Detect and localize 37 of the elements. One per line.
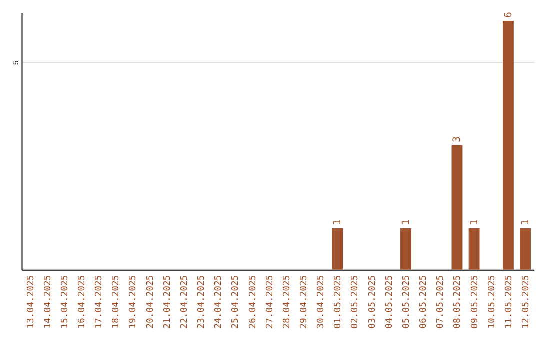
x-tick-label: 20.04.2025 [146, 275, 156, 329]
x-tick-label: 16.04.2025 [77, 275, 88, 329]
x-tick-label: 18.04.2025 [112, 275, 122, 329]
x-tick-label: 21.04.2025 [162, 275, 173, 329]
data-label: 1 [520, 219, 532, 226]
x-tick-label: 04.05.2025 [384, 275, 395, 329]
x-tick-label: 12.05.2025 [521, 275, 532, 329]
x-tick-label: 11.05.2025 [504, 275, 514, 329]
x-tick-label: 01.05.2025 [334, 275, 344, 329]
x-tick-label: 05.05.2025 [402, 275, 412, 329]
x-tick-label: 13.04.2025 [26, 275, 36, 329]
x-tick-label: 02.05.2025 [350, 275, 361, 329]
data-label: 1 [332, 219, 344, 226]
x-tick-label: 17.04.2025 [94, 275, 105, 329]
data-label: 1 [400, 219, 412, 226]
x-tick-label: 19.04.2025 [128, 275, 139, 329]
x-tick-label: 03.05.2025 [368, 275, 378, 329]
data-label: 6 [503, 12, 514, 18]
x-tick-label: 24.04.2025 [214, 275, 224, 329]
x-tick-label: 30.04.2025 [316, 275, 327, 329]
x-tick-label: 22.04.2025 [180, 275, 190, 329]
x-tick-label: 25.04.2025 [231, 275, 242, 329]
x-tick-label: 08.05.2025 [453, 275, 464, 329]
data-label: 3 [452, 136, 464, 142]
x-tick-label: 10.05.2025 [487, 275, 498, 329]
y-tick-label: 5 [11, 60, 20, 66]
data-label: 1 [469, 219, 480, 226]
x-tick-label: 28.04.2025 [282, 275, 292, 329]
x-tick-label: 09.05.2025 [470, 275, 480, 329]
x-tick-label: 27.04.2025 [265, 275, 276, 329]
x-tick-label: 26.04.2025 [248, 275, 258, 329]
x-tick-label: 29.04.2025 [299, 275, 310, 329]
x-tick-label: 14.04.2025 [43, 275, 54, 329]
x-tick-label: 07.05.2025 [436, 275, 446, 329]
x-tick-label: 15.04.2025 [60, 275, 70, 329]
x-tick-label: 23.04.2025 [197, 275, 208, 329]
x-tick-label: 06.05.2025 [419, 275, 430, 329]
